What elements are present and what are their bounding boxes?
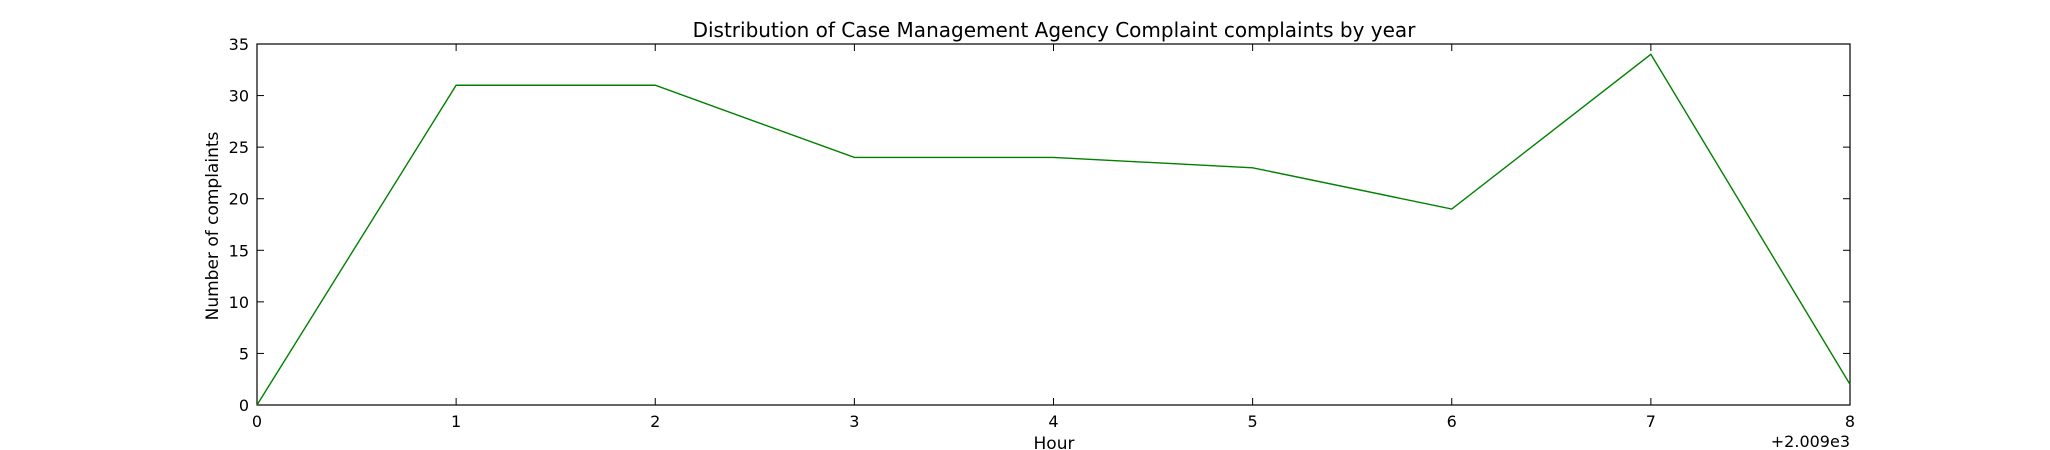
y-tick-label-5: 25 (229, 138, 249, 157)
x-tick-label-0: 0 (252, 412, 262, 431)
y-tick-label-6: 30 (229, 87, 249, 106)
x-tick-label-7: 7 (1646, 412, 1656, 431)
series-line-0 (256, 53, 1851, 406)
x-tick-label-4: 4 (1048, 412, 1058, 431)
x-tick-label-5: 5 (1248, 412, 1258, 431)
x-tick-label-1: 1 (451, 412, 461, 431)
x-offset-label: +2.009e3 (1771, 432, 1850, 450)
y-tick-label-7: 35 (229, 35, 249, 54)
y-axis-label: Number of complaints (203, 131, 223, 320)
y-tick-label-3: 15 (229, 241, 249, 260)
axis-ticks: 0 1 2 3 4 5 6 7 8 0 5 10 15 20 25 30 35 (229, 35, 1855, 431)
x-tick-label-6: 6 (1447, 412, 1457, 431)
plot-frame (256, 43, 1851, 406)
y-tick-label-2: 10 (229, 293, 249, 312)
x-axis-label: Hour (1034, 434, 1075, 450)
y-tick-label-4: 20 (229, 190, 249, 209)
plot-area: 0 1 2 3 4 5 6 7 8 0 5 10 15 20 25 30 35 (229, 35, 1855, 431)
y-tick-label-1: 5 (239, 344, 249, 363)
series-group (256, 53, 1851, 406)
x-tick-label-2: 2 (650, 412, 660, 431)
y-tick-label-0: 0 (239, 396, 249, 415)
chart-title: Distribution of Case Management Agency C… (693, 18, 1417, 42)
x-tick-label-8: 8 (1845, 412, 1855, 431)
x-tick-label-3: 3 (849, 412, 859, 431)
